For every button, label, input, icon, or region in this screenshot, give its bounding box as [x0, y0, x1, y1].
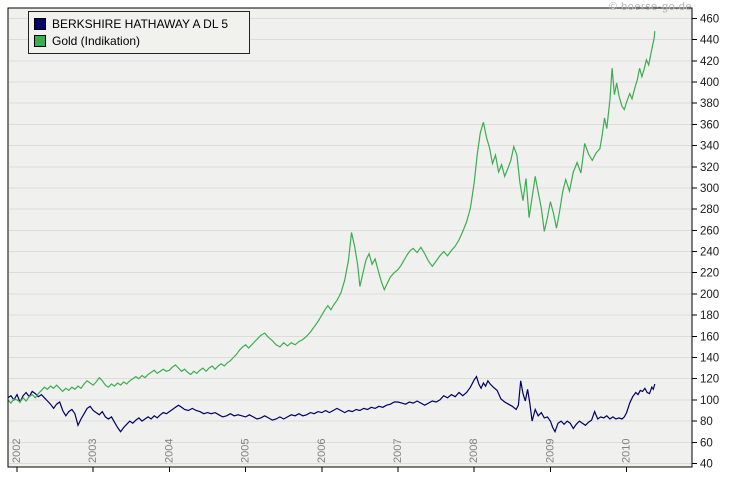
x-axis-year-label: 2005 — [240, 439, 252, 463]
x-axis-year-label: 2008 — [468, 439, 480, 463]
x-axis-year-label: 2004 — [163, 439, 175, 463]
y-axis-label: 180 — [700, 310, 719, 322]
series-line-berkshire — [8, 375, 656, 434]
x-axis-year-label: 2006 — [316, 439, 328, 463]
y-axis-label: 80 — [700, 416, 713, 428]
x-axis-year-label: 2009 — [544, 439, 556, 463]
y-axis-label: 60 — [700, 437, 713, 449]
plot-frame — [7, 7, 693, 468]
legend-label-berkshire: BERKSHIRE HATHAWAY A DL 5 — [52, 16, 229, 31]
watermark: © boerse-go.de — [609, 1, 692, 13]
y-axis-label: 340 — [700, 141, 719, 153]
y-axis-label: 460 — [700, 13, 719, 25]
y-axis-label: 440 — [700, 35, 719, 47]
legend-item: Gold (Indikation) — [33, 32, 245, 49]
y-axis-label: 380 — [700, 98, 719, 110]
y-axis-label: 280 — [700, 204, 719, 216]
y-axis-label: 240 — [700, 247, 719, 259]
x-axis-year-label: 2003 — [87, 439, 99, 463]
y-axis-label: 40 — [700, 459, 713, 471]
legend: BERKSHIRE HATHAWAY A DL 5 Gold (Indikati… — [28, 11, 250, 54]
legend-item: BERKSHIRE HATHAWAY A DL 5 — [33, 15, 245, 32]
y-axis-label: 420 — [700, 56, 719, 68]
y-axis-label: 120 — [700, 374, 719, 386]
legend-label-gold: Gold (Indikation) — [52, 33, 141, 48]
y-axis-label: 260 — [700, 225, 719, 237]
x-axis-year-label: 2007 — [392, 439, 404, 463]
series-line-gold — [8, 31, 656, 405]
y-axis-label: 220 — [700, 268, 719, 280]
y-axis-label: 320 — [700, 162, 719, 174]
plot-area — [8, 8, 692, 467]
y-axis-label: 400 — [700, 77, 719, 89]
y-axis-label: 160 — [700, 331, 719, 343]
x-axis-year-label: 2010 — [621, 439, 633, 463]
x-axis-year-label: 2002 — [11, 439, 23, 463]
y-axis-label: 100 — [700, 395, 719, 407]
y-axis-label: 200 — [700, 289, 719, 301]
y-axis-label: 300 — [700, 183, 719, 195]
legend-swatch-berkshire-icon — [34, 17, 46, 30]
y-axis-label: 140 — [700, 353, 719, 365]
legend-swatch-gold-icon — [34, 34, 46, 47]
y-axis-label: 360 — [700, 119, 719, 131]
